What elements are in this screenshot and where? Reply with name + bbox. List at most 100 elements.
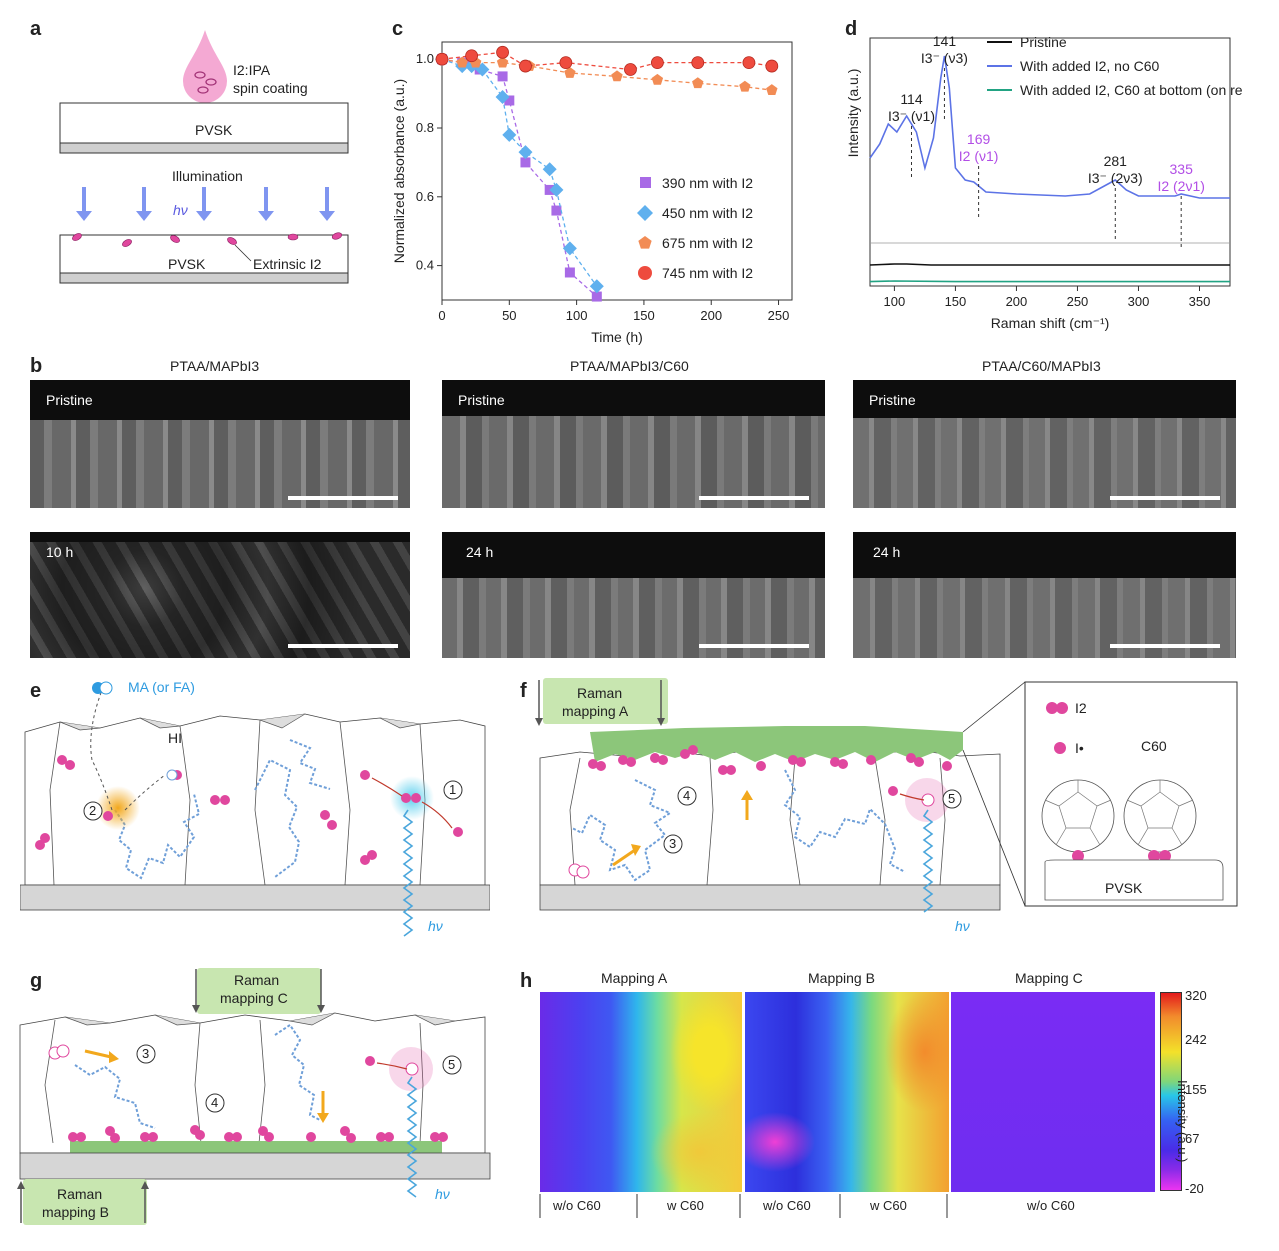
data-point xyxy=(691,56,705,70)
data-point xyxy=(559,56,573,70)
raman-c-label-1: Raman xyxy=(234,972,280,988)
photon-wave xyxy=(922,809,934,913)
series-line xyxy=(869,280,1230,283)
colorbar-tick: 67 xyxy=(1185,1131,1200,1146)
raman-c-label-2: mapping C xyxy=(220,990,288,1006)
data-point xyxy=(692,77,704,89)
plot-frame xyxy=(441,41,793,301)
panel-label-b: b xyxy=(30,355,43,377)
panel-label-e: e xyxy=(30,680,42,702)
group-label: w C60 xyxy=(667,1198,704,1213)
x-tick-label: 150 xyxy=(945,294,967,309)
data-point xyxy=(549,182,564,197)
panel-g-schematic xyxy=(17,968,491,1225)
heatmap-c xyxy=(951,992,1155,1192)
panel-label-c: c xyxy=(392,18,404,40)
x-tick-label: 100 xyxy=(566,308,588,323)
y-tick-label: 0.4 xyxy=(416,258,434,273)
spin-label-2: spin coating xyxy=(233,80,308,96)
data-point xyxy=(564,267,575,278)
photon-wave xyxy=(406,1076,418,1198)
legend-label: With added I2, C60 at bottom (on region … xyxy=(1020,82,1242,98)
x-tick-label: 50 xyxy=(502,308,516,323)
data-point xyxy=(611,70,623,82)
peak-annotation-assignment: I3⁻ (ν1) xyxy=(888,108,935,124)
x-tick-label: 200 xyxy=(700,308,722,323)
step-4-label-g: 4 xyxy=(211,1095,219,1110)
hv-label-a: hν xyxy=(173,202,188,218)
step-3-label-g: 3 xyxy=(142,1046,150,1061)
panel-a-schematic xyxy=(59,30,349,284)
heatmap-a xyxy=(540,992,742,1192)
data-point xyxy=(435,52,449,66)
series-line xyxy=(441,58,772,91)
peak-annotation-value: 169 xyxy=(967,131,991,147)
sem-image-2-pristine: Pristine xyxy=(442,380,825,508)
sem-image-1-aged: 10 h xyxy=(30,532,410,658)
mapping-c-title: Mapping C xyxy=(1015,970,1083,986)
panel-f-schematic xyxy=(535,678,1238,913)
substrate-top xyxy=(59,142,349,154)
pvsk-label-top: PVSK xyxy=(195,122,233,138)
group-label: w/o C60 xyxy=(553,1198,601,1213)
data-point xyxy=(519,59,532,73)
data-point xyxy=(518,145,533,160)
sem-image-3-pristine: Pristine xyxy=(853,380,1236,508)
sem-col-title-3: PTAA/C60/MAPbI3 xyxy=(982,358,1101,374)
peak-annotation-assignment: I2 (2ν1) xyxy=(1157,178,1204,194)
data-point xyxy=(456,56,468,68)
illumination-label: Illumination xyxy=(172,168,243,184)
data-point xyxy=(624,63,637,76)
step-1-label: 1 xyxy=(449,782,457,797)
data-point xyxy=(502,127,517,142)
step-5-label-g: 5 xyxy=(448,1057,456,1072)
data-point xyxy=(465,49,479,63)
substrate-bottom xyxy=(59,272,349,284)
panel-e-schematic xyxy=(20,681,490,937)
scale-bar xyxy=(288,496,398,500)
sem-tag: 24 h xyxy=(466,544,494,560)
plot-frame xyxy=(869,37,1231,287)
sem-tag: Pristine xyxy=(46,392,93,408)
legend-marker xyxy=(638,266,652,280)
colorbar-tick: 242 xyxy=(1185,1032,1207,1047)
data-point xyxy=(495,90,510,105)
x-tick-label: 100 xyxy=(884,294,906,309)
data-point xyxy=(591,291,602,302)
data-point xyxy=(542,162,557,177)
hi-label: HI xyxy=(168,730,182,746)
sem-image-2-aged: 24 h xyxy=(442,532,825,658)
colorbar-tick: 320 xyxy=(1185,988,1207,1003)
legend-label: Pristine xyxy=(1020,34,1067,50)
pvsk-label-bottom: PVSK xyxy=(168,256,206,272)
sem-tag: 24 h xyxy=(873,544,901,560)
y-tick-label: 1.0 xyxy=(416,51,434,66)
series-line xyxy=(869,263,1230,266)
legend-label: 390 nm with I2 xyxy=(662,175,753,191)
colorbar-label: Intensity (a.u.) xyxy=(1175,1080,1190,1163)
series-line xyxy=(869,55,1230,199)
series-line xyxy=(441,58,598,287)
legend-label: 745 nm with I2 xyxy=(662,265,753,281)
x-tick-label: 250 xyxy=(1067,294,1089,309)
peak-annotation-value: 281 xyxy=(1104,153,1128,169)
y-tick-label: 0.6 xyxy=(416,189,434,204)
legend-label: 675 nm with I2 xyxy=(662,235,753,251)
x-axis-label: Time (h) xyxy=(591,329,643,345)
peak-annotation-value: 141 xyxy=(933,33,957,49)
sem-image-1-pristine: Pristine xyxy=(30,380,410,508)
mapping-a-title: Mapping A xyxy=(601,970,668,986)
sem-tag: 10 h xyxy=(46,544,74,560)
x-tick-label: 350 xyxy=(1189,294,1211,309)
data-point xyxy=(765,59,779,73)
scale-bar xyxy=(1110,644,1220,648)
series-line xyxy=(441,58,598,298)
step-4-label-f: 4 xyxy=(683,788,691,803)
scale-bar xyxy=(699,496,809,500)
colorbar xyxy=(1160,992,1182,1191)
legend-label: With added I2, no C60 xyxy=(1020,58,1160,74)
data-point xyxy=(497,71,508,82)
group-label: w/o C60 xyxy=(763,1198,811,1213)
data-point xyxy=(496,45,509,59)
heatmap-b xyxy=(745,992,949,1192)
